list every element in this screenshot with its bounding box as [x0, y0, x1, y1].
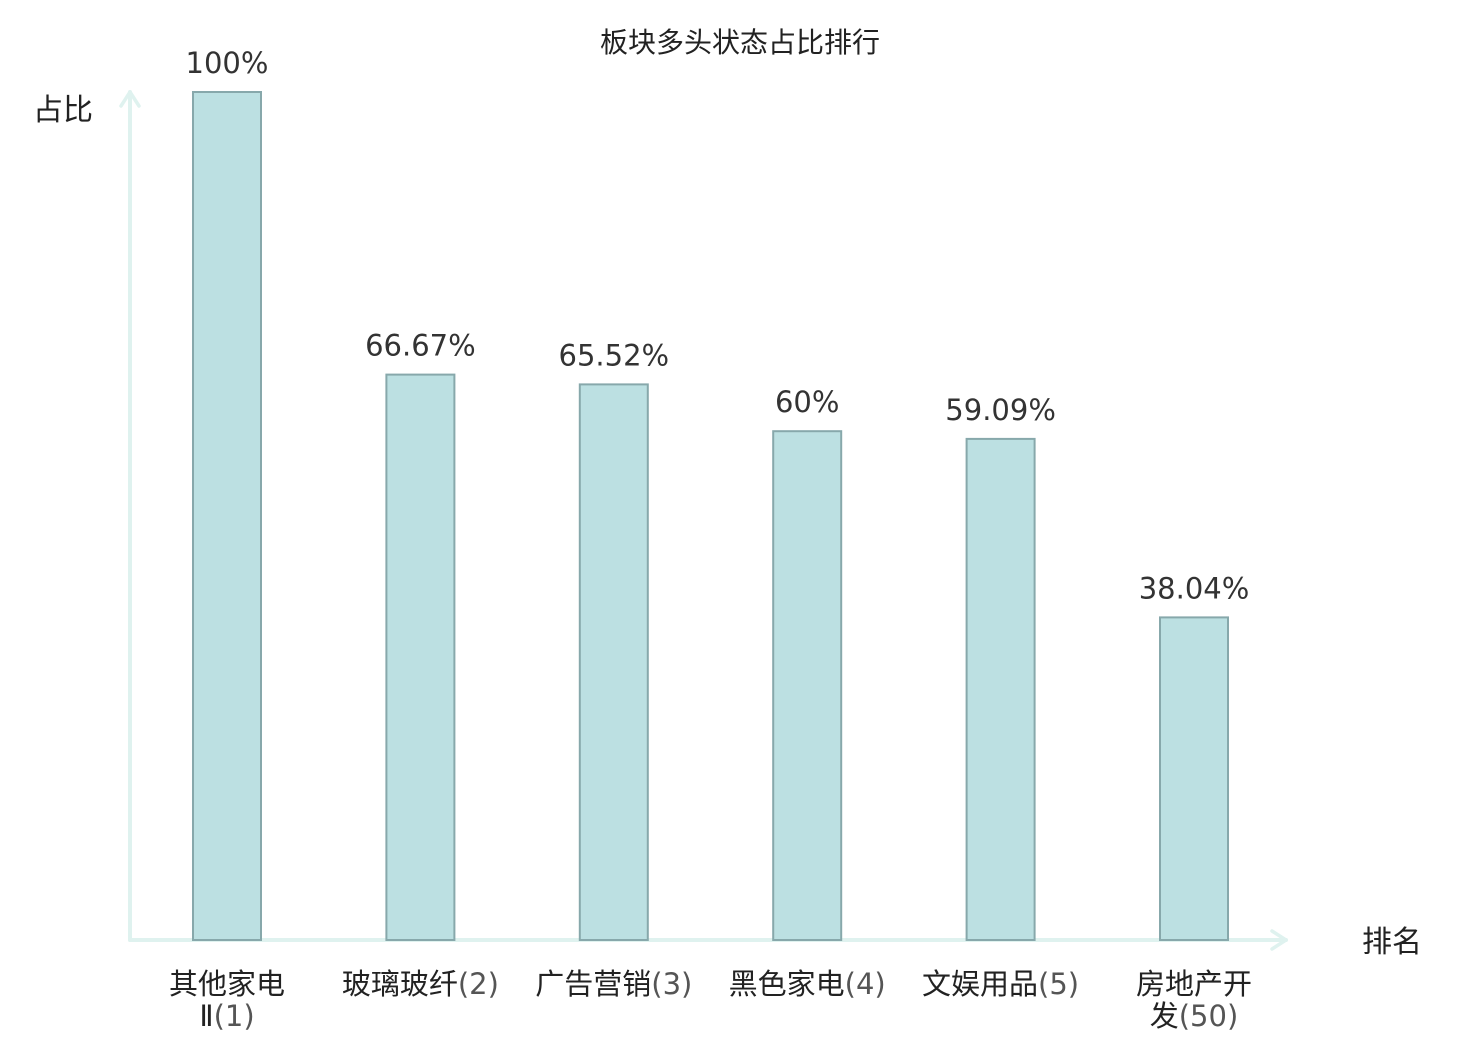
- y-axis-arrow: [119, 90, 141, 108]
- x-tick-name-6-1: 房地产开: [1136, 967, 1252, 1001]
- x-tick-name-6-2: 发: [1150, 999, 1179, 1033]
- chart-title: 板块多头状态占比排行: [600, 26, 880, 59]
- x-axis-label: 排名: [1362, 925, 1422, 960]
- x-tick-rank-2: (2): [458, 967, 499, 1001]
- x-tick-name-2-1: 玻璃玻纤: [342, 967, 458, 1001]
- y-axis-label: 占比: [33, 93, 93, 128]
- x-tick-labels: 其他家电 Ⅱ(1) 玻璃玻纤(2) 广告营销(3) 黑色家电(4) 文娱用品(5) 房地产开…: [169, 967, 1252, 1033]
- value-label-3: 65.52%: [559, 338, 670, 372]
- x-tick-label-2: 玻璃玻纤(2): [342, 967, 499, 1001]
- bar-6: [1159, 616, 1229, 942]
- value-label-6: 38.04%: [1139, 571, 1250, 605]
- value-label-2: 66.67%: [365, 329, 476, 363]
- x-tick-rank-5: (5): [1038, 967, 1079, 1001]
- x-tick-name-4-1: 黑色家电: [729, 967, 845, 1001]
- x-tick-name-1-1: 其他家电: [169, 967, 285, 1001]
- value-labels: 100% 66.67% 65.52% 60% 59.09% 38.04%: [186, 46, 1250, 605]
- x-tick-label-3: 广告营销(3): [535, 967, 692, 1001]
- value-label-1: 100%: [186, 46, 269, 80]
- bar-4: [772, 430, 843, 941]
- x-tick-name-5-1: 文娱用品: [922, 967, 1038, 1001]
- bar-1: [192, 91, 262, 941]
- x-tick-label-1: 其他家电 Ⅱ(1): [169, 967, 285, 1033]
- x-tick-name-1-2: Ⅱ: [199, 999, 213, 1033]
- bar-5: [965, 437, 1036, 941]
- x-tick-label-6: 房地产开发(50): [1136, 967, 1252, 1033]
- x-axis-arrow: [1270, 929, 1288, 951]
- bar-2: [385, 373, 456, 942]
- x-tick-label-4: 黑色家电(4): [729, 967, 886, 1001]
- x-tick-rank-6: (50): [1179, 999, 1239, 1033]
- value-label-5: 59.09%: [945, 393, 1056, 427]
- x-tick-name-3-1: 广告营销: [535, 967, 651, 1001]
- x-tick-rank-4: (4): [845, 967, 886, 1001]
- bars: [192, 91, 1229, 942]
- x-tick-label-5: 文娱用品(5): [922, 967, 1079, 1001]
- x-tick-rank-3: (3): [651, 967, 692, 1001]
- value-label-4: 60%: [775, 385, 839, 419]
- bar-3: [578, 383, 649, 941]
- x-tick-rank-1: (1): [214, 999, 255, 1033]
- axes: [119, 90, 1288, 951]
